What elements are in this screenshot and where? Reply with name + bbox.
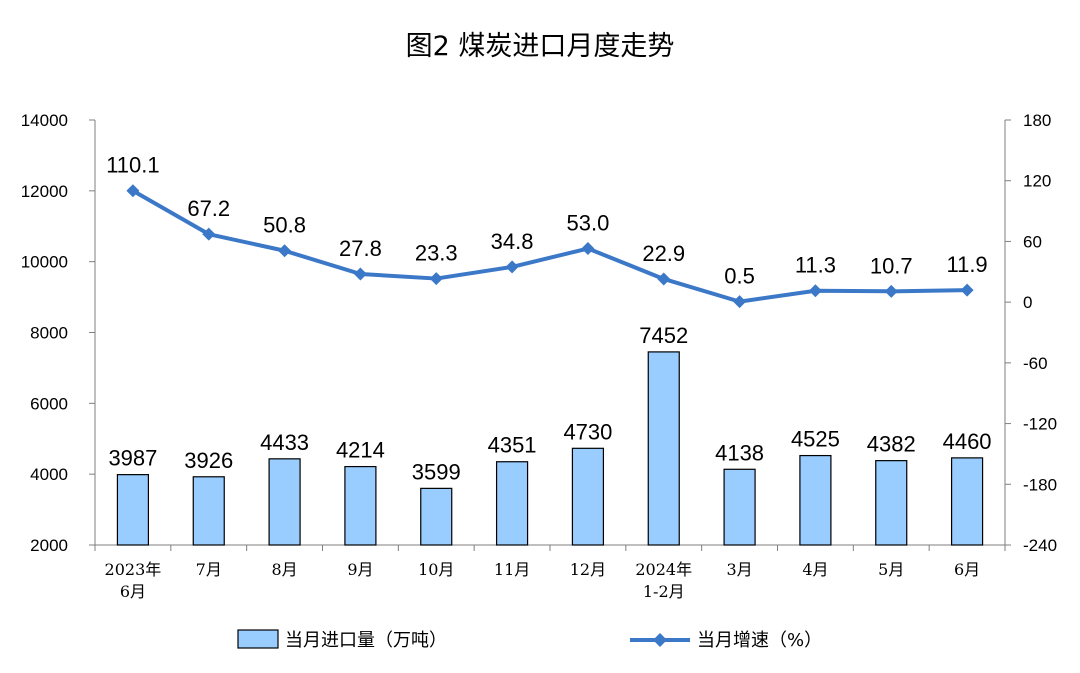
- growth-point: [278, 244, 292, 258]
- bar: [950, 457, 984, 546]
- growth-value-label: 50.8: [263, 213, 306, 238]
- left-tick-label: 2000: [30, 536, 68, 555]
- legend-bar-label: 当月进口量（万吨）: [285, 630, 447, 651]
- bar-value-label: 4214: [336, 438, 385, 463]
- x-tick-label: 9月: [347, 560, 373, 579]
- bar-value-label: 7452: [639, 323, 688, 348]
- growth-point: [884, 284, 898, 298]
- bar: [344, 465, 377, 546]
- chart-title: 图2 煤炭进口月度走势: [406, 31, 675, 62]
- bar-value-label: 4525: [791, 427, 840, 452]
- bar-value-label: 4730: [563, 419, 612, 444]
- growth-point: [581, 242, 595, 256]
- x-tick-label: 2023年: [105, 560, 162, 579]
- right-tick-label: 0: [1023, 293, 1032, 312]
- right-tick-label: -180: [1023, 475, 1057, 494]
- left-tick-label: 10000: [21, 253, 68, 272]
- x-tick-label: 4月: [802, 560, 828, 579]
- legend: 当月进口量（万吨） 当月增速（%）: [237, 629, 822, 651]
- growth-point: [126, 184, 140, 198]
- x-tick-label: 12月: [570, 560, 606, 579]
- growth-point: [733, 295, 747, 309]
- x-tick-label: 7月: [196, 560, 222, 579]
- data-labels: 3987 3926 4433 4214 3599 4351 4730 7452 4138 4525…: [106, 153, 991, 485]
- bar: [647, 351, 680, 546]
- right-tick-label: 60: [1023, 232, 1042, 251]
- right-tick-label: 120: [1023, 172, 1051, 191]
- growth-polyline: [131, 188, 968, 304]
- left-tick-label: 12000: [21, 182, 68, 201]
- x-tick-label: 3月: [726, 560, 752, 579]
- bar: [875, 460, 908, 546]
- bar-value-label: 3926: [184, 448, 233, 473]
- x-tick-label: 6月: [120, 582, 146, 601]
- growth-value-label: 23.3: [415, 241, 458, 266]
- x-tick-label: 11月: [494, 560, 530, 579]
- growth-line: [126, 184, 974, 309]
- bar-value-label: 4433: [260, 430, 309, 455]
- bar: [268, 458, 301, 546]
- left-tick-label: 4000: [30, 465, 68, 484]
- bar: [420, 487, 453, 546]
- bar: [799, 454, 832, 546]
- growth-value-label: 53.0: [567, 211, 610, 236]
- x-tick-label: 10月: [418, 560, 454, 579]
- bar-value-label: 4460: [943, 429, 992, 454]
- bar-value-label: 4382: [867, 432, 916, 457]
- bar-value-label: 4351: [488, 433, 537, 458]
- left-tick-label: 8000: [30, 324, 68, 343]
- x-tick-label: 5月: [878, 560, 904, 579]
- legend-bar-swatch: [237, 629, 279, 649]
- x-tick-label: 8月: [271, 560, 297, 579]
- left-tick-label: 6000: [30, 394, 68, 413]
- growth-value-label: 67.2: [187, 196, 230, 221]
- growth-value-label: 10.7: [870, 253, 913, 278]
- growth-value-label: 110.1: [106, 153, 159, 178]
- growth-value-label: 0.5: [724, 264, 755, 289]
- growth-value-label: 22.9: [642, 241, 685, 266]
- bar: [571, 447, 605, 546]
- growth-value-label: 11.9: [946, 252, 987, 277]
- growth-point: [808, 284, 822, 298]
- growth-value-label: 11.3: [795, 253, 836, 278]
- growth-point: [202, 227, 216, 241]
- growth-point: [505, 260, 519, 274]
- growth-point: [657, 272, 671, 286]
- growth-point: [353, 267, 367, 281]
- bar: [116, 474, 150, 546]
- right-tick-label: -120: [1023, 415, 1057, 434]
- axes: 2000 4000 6000 8000 10000 12000 14000 -240 -180 -…: [21, 111, 1057, 601]
- bar: [495, 461, 529, 546]
- left-tick-label: 14000: [21, 111, 68, 130]
- bars: [116, 351, 984, 546]
- bar: [192, 476, 225, 546]
- legend-line-marker: [653, 633, 667, 647]
- right-tick-label: 180: [1023, 111, 1051, 130]
- bar: [723, 468, 756, 546]
- right-tick-label: -60: [1023, 354, 1048, 373]
- x-tick-label: 6月: [954, 560, 980, 579]
- growth-point: [429, 272, 443, 286]
- legend-line-label: 当月增速（%）: [697, 630, 822, 651]
- x-tick-label: 2024年: [635, 560, 692, 579]
- bar-value-label: 3599: [412, 459, 461, 484]
- bar-value-label: 4138: [715, 440, 764, 465]
- growth-value-label: 27.8: [339, 236, 382, 261]
- x-tick-label: 1-2月: [643, 582, 685, 601]
- growth-value-label: 34.8: [491, 229, 534, 254]
- growth-point: [960, 283, 974, 297]
- bar-value-label: 3987: [108, 446, 157, 471]
- right-tick-label: -240: [1023, 536, 1057, 555]
